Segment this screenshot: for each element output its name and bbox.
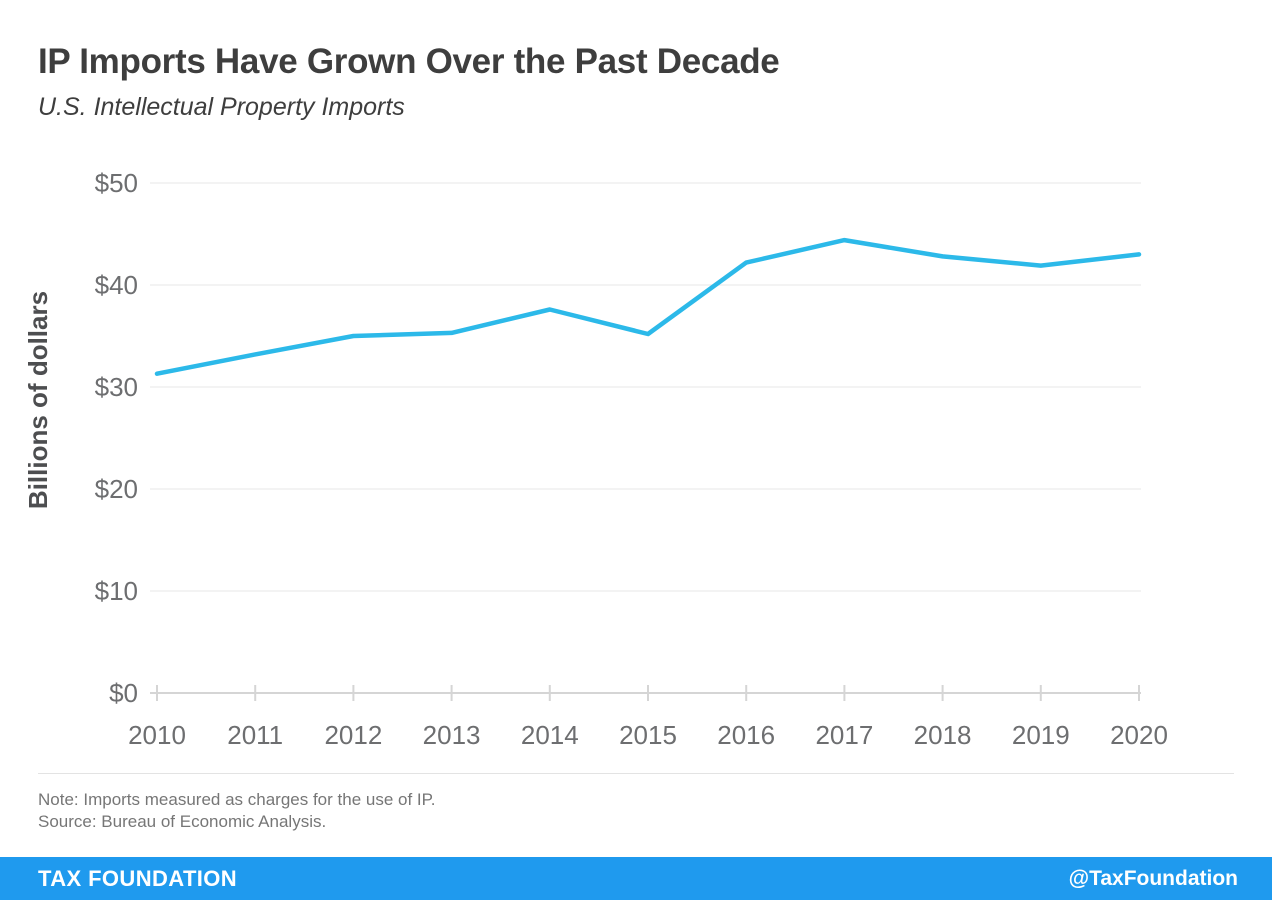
x-tick-label: 2013 bbox=[423, 720, 481, 750]
chart-area: $0 $10 $20 $30 $40 $50 2010 2011 2012 2013 2014 201… bbox=[0, 150, 1272, 770]
chart-title: IP Imports Have Grown Over the Past Deca… bbox=[38, 42, 780, 81]
footnote-divider bbox=[38, 773, 1234, 774]
y-tick-label: $40 bbox=[95, 270, 138, 300]
chart-note: Note: Imports measured as charges for th… bbox=[38, 790, 436, 809]
x-tick-label: 2020 bbox=[1110, 720, 1168, 750]
x-tick-label: 2018 bbox=[914, 720, 972, 750]
x-tick-label: 2019 bbox=[1012, 720, 1070, 750]
x-tick-label: 2010 bbox=[128, 720, 186, 750]
data-line-ip-imports bbox=[154, 237, 1142, 376]
y-tick-label: $20 bbox=[95, 474, 138, 504]
x-tick-label: 2014 bbox=[521, 720, 579, 750]
y-tick-label: $30 bbox=[95, 372, 138, 402]
chart-source: Source: Bureau of Economic Analysis. bbox=[38, 812, 327, 831]
y-tick-label: $10 bbox=[95, 576, 138, 606]
brand-footer: TAX FOUNDATION @TaxFoundation bbox=[0, 857, 1272, 900]
twitter-handle: @TaxFoundation bbox=[1068, 866, 1238, 890]
y-axis-title: Billions of dollars bbox=[23, 291, 53, 509]
y-tick-label: $0 bbox=[109, 678, 138, 708]
y-tick-label: $50 bbox=[95, 168, 138, 198]
x-tick-label: 2015 bbox=[619, 720, 677, 750]
x-tick-label: 2011 bbox=[227, 720, 283, 750]
chart-subtitle: U.S. Intellectual Property Imports bbox=[38, 93, 405, 121]
x-tick-label: 2016 bbox=[717, 720, 775, 750]
line-chart: $0 $10 $20 $30 $40 $50 2010 2011 2012 2013 2014 201… bbox=[23, 168, 1168, 750]
x-tick-label: 2017 bbox=[815, 720, 873, 750]
x-tick-label: 2012 bbox=[324, 720, 382, 750]
brand-name: TAX FOUNDATION bbox=[38, 865, 238, 891]
